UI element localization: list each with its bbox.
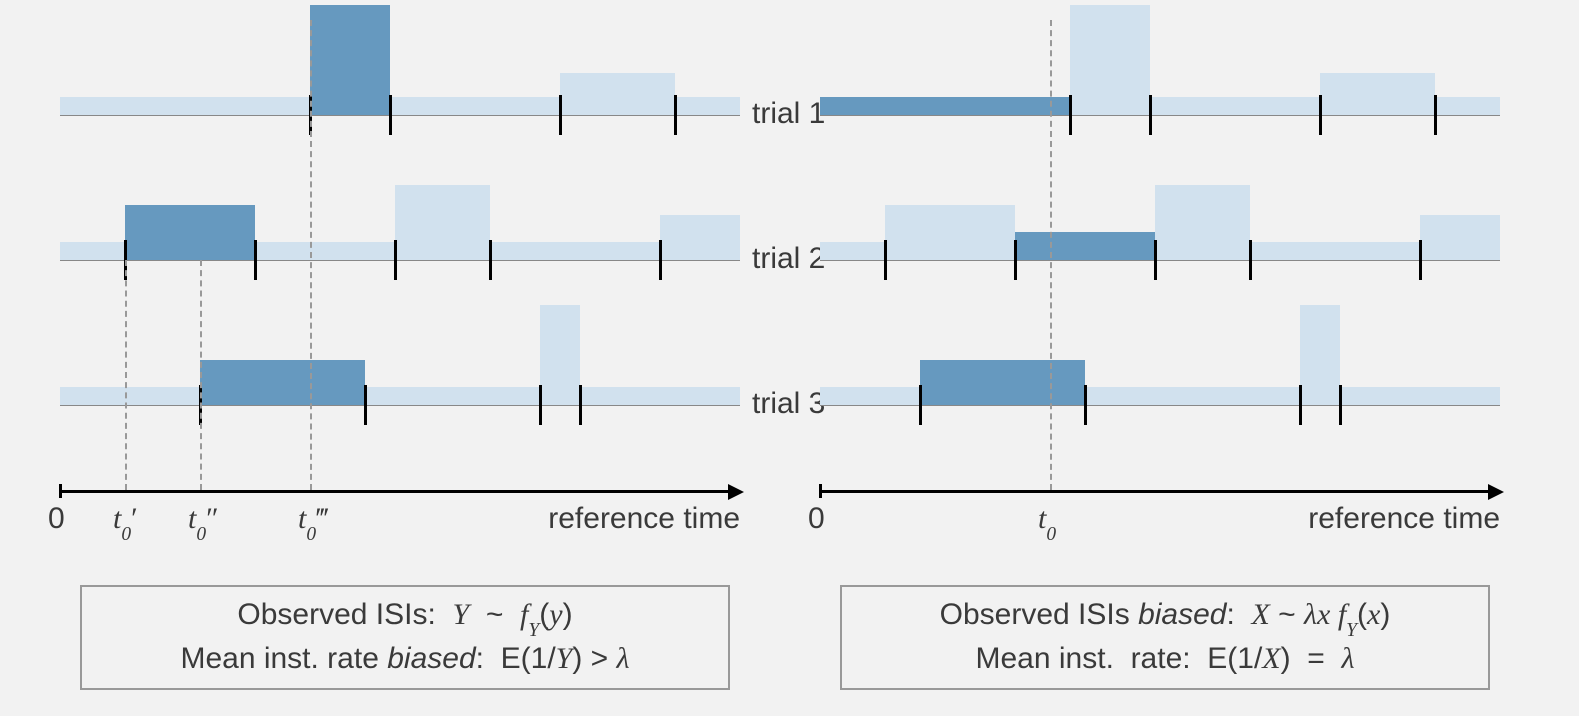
left-trial-2-bar-5 xyxy=(660,215,740,260)
right-trial-1-bar-3 xyxy=(1320,73,1435,115)
trial-label-3: trial 3 xyxy=(752,387,825,421)
left-trial-1-bar-4 xyxy=(675,97,740,115)
left-caption-line1: Observed ISIs: Y ~ fY(y) xyxy=(92,595,718,639)
left-trial-3-bar-4 xyxy=(580,387,740,405)
left-axis-arrow-icon xyxy=(728,484,744,500)
right-trial-2-baseline xyxy=(820,260,1500,261)
right-axis-arrow-icon xyxy=(1488,484,1504,500)
right-trial-1-spike-1 xyxy=(1149,95,1152,135)
left-trial-2-bar-0 xyxy=(60,242,125,260)
right-trial-2-bar-0 xyxy=(820,242,885,260)
right-trial-1-bar-1 xyxy=(1070,5,1150,115)
right-axis-origin-tick xyxy=(819,484,822,498)
left-trial-2-spike-3 xyxy=(489,240,492,280)
left-trial-1-baseline xyxy=(60,115,740,116)
left-trial-1-bar-3 xyxy=(560,73,675,115)
left-trial-2-bar-4 xyxy=(490,242,660,260)
left-trial-1-bar-0 xyxy=(60,97,310,115)
right-caption-line2: Mean inst. rate: E(1/X) = λ xyxy=(852,639,1478,680)
left-trial-3-bar-0 xyxy=(60,387,200,405)
left-axis-tick-label-0: 0 xyxy=(48,502,65,536)
right-trial-1-bar-2 xyxy=(1150,97,1320,115)
left-axis-line xyxy=(60,490,730,493)
right-axis-tick-label-1: t0 xyxy=(1038,502,1056,541)
right-trial-3-spike-0 xyxy=(919,385,922,425)
right-axis-tick-label-0: 0 xyxy=(808,502,825,536)
left-caption-line2: Mean inst. rate biased: E(1/Y) > λ xyxy=(92,639,718,680)
left-axis-tick-label-3: t0‴ xyxy=(298,502,329,541)
left-dashed-1 xyxy=(200,260,202,490)
right-trial-2-spike-4 xyxy=(1419,240,1422,280)
left-axis-origin-tick xyxy=(59,484,62,498)
right-trial-1-bar-4 xyxy=(1435,97,1500,115)
right-trial-2-bar-3 xyxy=(1155,185,1250,260)
right-caption-line1: Observed ISIs biased: X ~ λx fY(x) xyxy=(852,595,1478,639)
left-dashed-0 xyxy=(125,260,127,490)
left-axis-tick-label-1: t0′ xyxy=(113,502,138,541)
right-trial-3-baseline xyxy=(820,405,1500,406)
left-trial-2-bar-2 xyxy=(255,242,395,260)
left-trial-3-baseline xyxy=(60,405,740,406)
right-trial-3-spike-1 xyxy=(1084,385,1087,425)
left-trial-3-spike-3 xyxy=(579,385,582,425)
left-trial-3-bar-1 xyxy=(200,360,365,405)
left-trial-1-bar-1 xyxy=(310,5,390,115)
left-trial-3-bar-3 xyxy=(540,305,580,405)
left-trial-3-bar-2 xyxy=(365,387,540,405)
right-trial-3-bar-2 xyxy=(1085,387,1300,405)
left-trial-1-spike-2 xyxy=(559,95,562,135)
left-trial-2-baseline xyxy=(60,260,740,261)
left-trial-1-spike-1 xyxy=(389,95,392,135)
right-trial-3-bar-4 xyxy=(1340,387,1500,405)
right-trial-2-spike-3 xyxy=(1249,240,1252,280)
trial-label-1: trial 1 xyxy=(752,97,825,131)
trial-label-2: trial 2 xyxy=(752,242,825,276)
right-trial-2-bar-4 xyxy=(1250,242,1420,260)
right-trial-1-baseline xyxy=(820,115,1500,116)
right-trial-3-bar-0 xyxy=(820,387,920,405)
figure-root: trial 1 trial 2 trial 3 0 t0′ t0″ t0‴ reference… xyxy=(0,0,1579,716)
right-trial-1-spike-3 xyxy=(1434,95,1437,135)
left-dashed-2 xyxy=(310,20,312,490)
left-trial-2-spike-1 xyxy=(254,240,257,280)
right-axis-end-label: reference time xyxy=(1308,502,1500,536)
left-axis-tick-label-2: t0″ xyxy=(188,502,219,541)
right-trial-2-bar-5 xyxy=(1420,215,1500,260)
left-trial-2-spike-4 xyxy=(659,240,662,280)
right-caption-box: Observed ISIs biased: X ~ λx fY(x)Mean i… xyxy=(840,585,1490,690)
right-dashed-0 xyxy=(1050,20,1052,490)
left-trial-1-bar-2 xyxy=(390,97,560,115)
right-trial-1-bar-0 xyxy=(820,97,1070,115)
right-trial-2-bar-1 xyxy=(885,205,1015,260)
right-trial-3-bar-1 xyxy=(920,360,1085,405)
right-trial-2-spike-0 xyxy=(884,240,887,280)
right-trial-3-spike-3 xyxy=(1339,385,1342,425)
right-trial-3-bar-3 xyxy=(1300,305,1340,405)
right-trial-2-bar-2 xyxy=(1015,232,1155,260)
right-trial-1-spike-2 xyxy=(1319,95,1322,135)
left-trial-2-bar-1 xyxy=(125,205,255,260)
right-trial-2-spike-2 xyxy=(1154,240,1157,280)
left-trial-1-spike-3 xyxy=(674,95,677,135)
left-trial-3-spike-1 xyxy=(364,385,367,425)
left-trial-2-bar-3 xyxy=(395,185,490,260)
right-trial-3-spike-2 xyxy=(1299,385,1302,425)
left-axis-end-label: reference time xyxy=(548,502,740,536)
right-axis-line xyxy=(820,490,1490,493)
left-trial-2-spike-2 xyxy=(394,240,397,280)
right-trial-2-spike-1 xyxy=(1014,240,1017,280)
right-trial-1-spike-0 xyxy=(1069,95,1072,135)
left-trial-3-spike-2 xyxy=(539,385,542,425)
left-caption-box: Observed ISIs: Y ~ fY(y)Mean inst. rate … xyxy=(80,585,730,690)
